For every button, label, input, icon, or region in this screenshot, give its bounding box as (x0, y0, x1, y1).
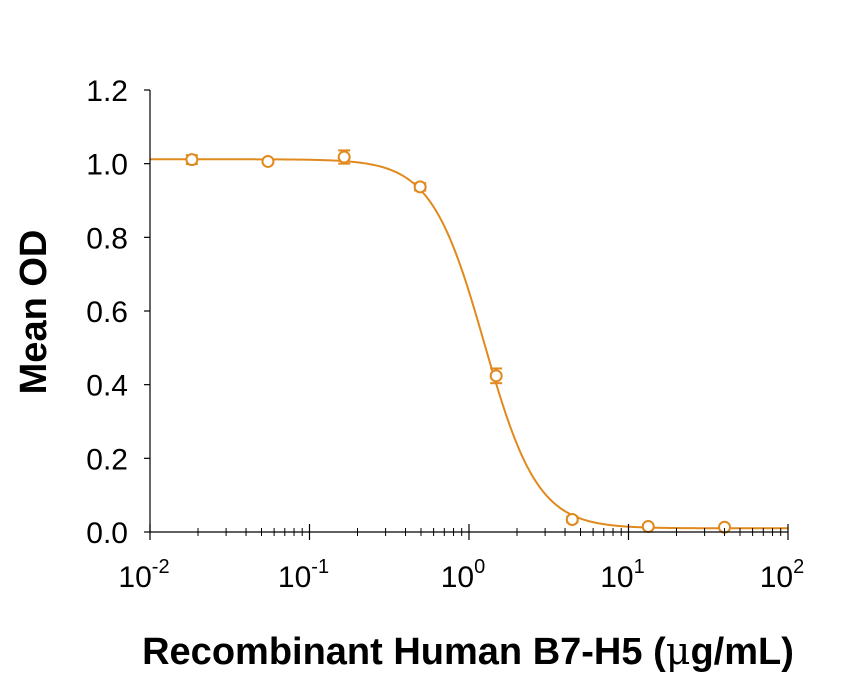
fit-curve (150, 158, 788, 530)
data-point (641, 519, 655, 533)
x-tick-label: 102 (760, 556, 805, 594)
y-tick-label: 0.2 (86, 443, 128, 476)
y-tick-label: 0.6 (86, 296, 128, 329)
y-axis-title: Mean OD (13, 230, 55, 395)
y-tick-label: 0.0 (86, 517, 128, 550)
y-tick-label: 1.2 (86, 75, 128, 108)
plot-area (150, 149, 788, 534)
x-tick-label: 100 (441, 556, 486, 594)
x-tick-label: 10-2 (118, 556, 169, 594)
data-point (565, 512, 579, 526)
y-tick-label: 1.0 (86, 149, 128, 182)
axes: 0.0 0.2 0.4 0.6 0.8 1.0 1.2 10-2 10-1 100 101 102 (86, 75, 804, 594)
data-point (413, 180, 427, 194)
data-point (489, 369, 503, 383)
y-tick-label: 0.8 (86, 222, 128, 255)
x-tick-label: 101 (600, 556, 645, 594)
data-point (337, 150, 351, 164)
x-axis-title: Recombinant Human B7-H5 (μg/mL) (142, 629, 794, 673)
y-tick-label: 0.4 (86, 370, 128, 403)
data-point (185, 153, 199, 167)
x-tick-label: 10-1 (278, 556, 329, 594)
data-point (261, 154, 275, 168)
